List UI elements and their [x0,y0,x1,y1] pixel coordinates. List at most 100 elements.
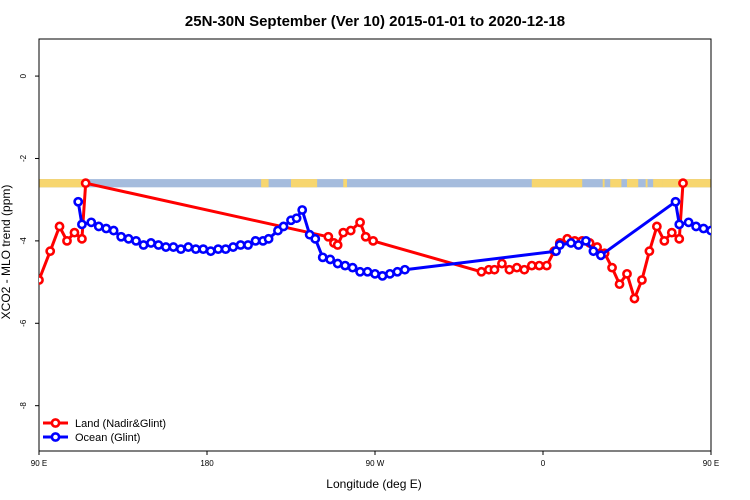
series-0-point-22 [526,260,537,271]
legend-label-1: Ocean (Glint) [75,432,140,444]
land-ocean-band [39,179,711,188]
series-0-point-18 [497,258,507,269]
series-1-point-3 [93,221,104,232]
series-1-point-18 [205,246,216,257]
series-1-point-38 [347,262,358,273]
series-1-point-12 [161,242,171,252]
series-0-point-9 [332,240,343,250]
series-1-point-57 [698,223,709,234]
legend: Land (Nadir&Glint) Ocean (Glint) [43,418,166,444]
land-segment-6 [610,179,622,188]
x-tick-label-2: 90 W [366,459,385,468]
chart-title: 25N-30N September (Ver 10) 2015-01-01 to… [185,13,565,30]
series-1-point-23 [243,240,253,250]
series-1-point-53 [670,196,681,207]
series-1-point-48 [566,238,576,248]
series-layer [39,178,737,304]
series-1-point-6 [116,231,127,242]
series-1-point-26 [263,233,274,244]
series-0-point-23 [534,260,545,271]
series-1-point-52 [595,250,606,261]
land-segment-2 [291,179,318,188]
land-segment-3 [343,179,347,188]
series-0-point-33 [607,262,617,273]
x-tick-label-3: 0 [541,459,546,468]
series-0 [39,178,688,304]
series-1-point-21 [228,242,239,252]
series-1-point-36 [332,258,343,269]
y-tick-label-0: 0 [19,73,28,78]
x-axis: 90 E 180 90 W 0 90 E [31,451,719,468]
series-1-point-43 [385,268,395,279]
series-1-point-14 [175,244,186,255]
series-1-point-42 [377,270,388,281]
series-1-point-37 [340,260,351,271]
ocean-band [39,179,711,188]
series-1-point-28 [278,221,289,232]
series-1-point-17 [198,244,209,255]
series-1-point-51 [588,246,599,257]
land-segment-1 [261,179,269,188]
x-tick-label-1: 180 [200,459,214,468]
y-tick-label-4: -8 [19,402,28,410]
series-0-point-38 [644,246,655,257]
x-axis-label: Longitude (deg E) [326,477,421,491]
series-0-point-15 [476,266,487,277]
series-1-point-61 [730,237,737,244]
land-segment-4 [531,179,583,188]
series-1-point-56 [691,221,701,232]
series-0-point-1 [45,246,56,257]
series-0-point-21 [519,264,530,275]
series-1-point-8 [131,235,141,246]
series-0-point-17 [489,264,500,275]
series-0-point-43 [678,178,688,189]
series-0-point-24 [541,260,552,271]
series-0-point-0 [39,275,44,285]
series-1-point-33 [310,233,321,244]
series-1-point-44 [392,266,403,277]
series-1-point-20 [220,244,231,255]
series-1-point-59 [715,233,722,240]
series-1-point-5 [108,225,119,236]
land-segment-9 [653,179,663,188]
series-0-point-5 [77,233,87,244]
series-1-point-10 [146,238,156,248]
series-line-1 [76,200,711,278]
legend-label-0: Land (Nadir&Glint) [75,418,166,430]
series-1-point-58 [706,225,711,236]
series-0-point-39 [651,221,662,232]
series-1-point-9 [138,240,149,250]
series-0-point-12 [355,217,365,228]
series-1-point-22 [235,240,246,250]
series-1-point-35 [325,254,336,265]
series-1-point-24 [250,235,261,246]
series-0-point-14 [368,235,379,246]
series-0-point-20 [511,262,522,273]
series-1-point-47 [554,240,565,250]
series-1-point-19 [213,244,224,255]
series-1-point-30 [291,213,302,224]
series-0-point-11 [345,225,356,236]
series-0-point-42 [674,233,685,244]
series-0-point-3 [62,235,72,246]
series-0-point-10 [338,227,349,238]
series-1-point-11 [153,240,164,250]
land-segment-7 [627,179,639,188]
series-1-point-55 [683,217,694,228]
series-1-point-50 [581,235,591,246]
series-1-point-4 [101,223,112,234]
y-tick-label-3: -6 [19,319,28,327]
series-1-point-1 [77,219,87,230]
y-tick-label-1: -2 [19,154,28,162]
series-1-point-45 [399,264,410,275]
y-axis: 0 -2 -4 -6 -8 [19,73,39,409]
series-0-point-2 [54,221,65,232]
series-0-point-41 [666,227,677,238]
series-1-point-16 [190,244,201,255]
land-segment-0 [39,179,86,188]
series-0-point-34 [614,279,625,290]
series-0-point-7 [323,231,334,242]
series-1-point-54 [674,219,685,230]
series-1-point-2 [86,217,97,228]
